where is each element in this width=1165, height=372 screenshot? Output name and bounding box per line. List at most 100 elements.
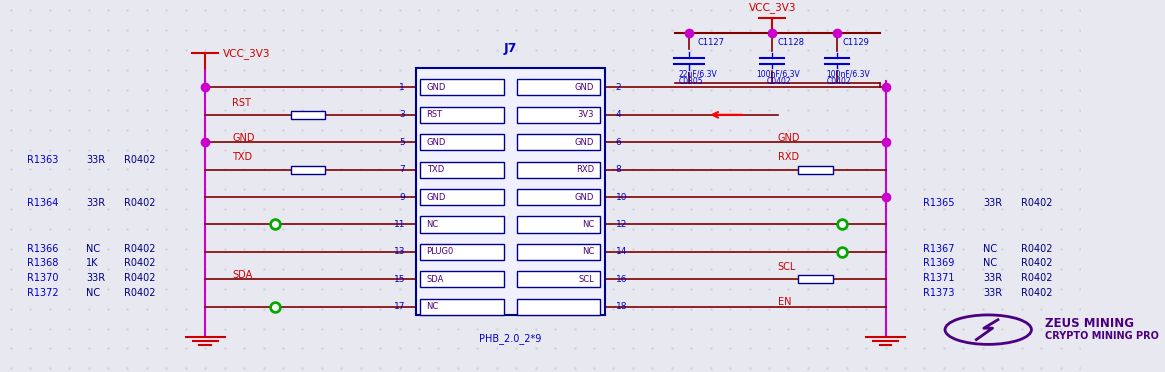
- Text: 16: 16: [615, 275, 627, 284]
- Text: R0402: R0402: [125, 155, 156, 165]
- Text: NC: NC: [983, 244, 997, 254]
- Text: R0402: R0402: [125, 288, 156, 298]
- Text: C0402: C0402: [767, 77, 791, 86]
- Text: NC: NC: [426, 220, 439, 229]
- Text: R1364: R1364: [27, 198, 58, 208]
- Text: R0402: R0402: [125, 273, 156, 283]
- Text: TXD: TXD: [232, 153, 253, 163]
- Text: RST: RST: [426, 110, 443, 119]
- Text: 33R: 33R: [86, 273, 106, 283]
- Text: 10: 10: [615, 193, 627, 202]
- Bar: [421, 271, 503, 288]
- Text: R0402: R0402: [125, 198, 156, 208]
- Text: 14: 14: [615, 247, 627, 256]
- Bar: [421, 244, 503, 260]
- Text: SCL: SCL: [578, 275, 594, 284]
- Text: R0402: R0402: [1021, 273, 1052, 283]
- Text: C1128: C1128: [777, 38, 805, 47]
- Text: R0402: R0402: [125, 244, 156, 254]
- Bar: [421, 107, 503, 123]
- Text: VCC_3V3: VCC_3V3: [748, 2, 796, 13]
- Text: R0402: R0402: [1021, 259, 1052, 268]
- Text: CRYPTO MINING PRO: CRYPTO MINING PRO: [1045, 331, 1159, 340]
- Text: R1372: R1372: [27, 288, 58, 298]
- Text: PHB_2.0_2*9: PHB_2.0_2*9: [479, 333, 542, 344]
- Text: R1370: R1370: [27, 273, 58, 283]
- Text: R0402: R0402: [1021, 244, 1052, 254]
- Text: 100nF/6.3V: 100nF/6.3V: [826, 69, 870, 78]
- Text: ZEUS MINING: ZEUS MINING: [1045, 317, 1135, 330]
- Text: 5: 5: [400, 138, 405, 147]
- Bar: [421, 299, 503, 315]
- Text: SDA: SDA: [232, 270, 253, 280]
- Text: 12: 12: [615, 220, 627, 229]
- Bar: [421, 134, 503, 150]
- Text: 4: 4: [615, 110, 621, 119]
- Bar: [517, 299, 600, 315]
- Text: C1129: C1129: [842, 38, 869, 47]
- Text: GND: GND: [232, 133, 255, 143]
- Text: R1371: R1371: [924, 273, 955, 283]
- Bar: [517, 161, 600, 178]
- Text: 33R: 33R: [983, 198, 1002, 208]
- Bar: [421, 79, 503, 96]
- Bar: [517, 271, 600, 288]
- Text: 33R: 33R: [983, 288, 1002, 298]
- Text: 1K: 1K: [86, 259, 99, 268]
- Text: 2: 2: [615, 83, 621, 92]
- Text: PLUG0: PLUG0: [426, 247, 454, 256]
- Text: NC: NC: [426, 302, 439, 311]
- Text: R1368: R1368: [27, 259, 58, 268]
- Bar: [517, 79, 600, 96]
- Text: R1369: R1369: [924, 259, 955, 268]
- Bar: [798, 275, 833, 283]
- Text: NC: NC: [581, 220, 594, 229]
- Text: GND: GND: [426, 138, 446, 147]
- Text: C0805: C0805: [678, 77, 702, 86]
- Text: R1363: R1363: [27, 155, 58, 165]
- Text: NC: NC: [983, 259, 997, 268]
- Text: GND: GND: [426, 193, 446, 202]
- Text: C0402: C0402: [826, 77, 850, 86]
- Bar: [517, 189, 600, 205]
- Text: R1367: R1367: [924, 244, 955, 254]
- Text: EN: EN: [777, 297, 791, 307]
- Text: 7: 7: [400, 165, 405, 174]
- Text: R0402: R0402: [1021, 198, 1052, 208]
- Text: 33R: 33R: [86, 198, 106, 208]
- Text: RST: RST: [232, 97, 252, 108]
- Text: 33R: 33R: [86, 155, 106, 165]
- Text: 100nF/6.3V: 100nF/6.3V: [756, 69, 799, 78]
- Text: R1373: R1373: [924, 288, 955, 298]
- Bar: [517, 217, 600, 232]
- Text: 15: 15: [394, 275, 405, 284]
- Bar: [517, 107, 600, 123]
- Text: R1366: R1366: [27, 244, 58, 254]
- Text: GND: GND: [574, 138, 594, 147]
- Text: R0402: R0402: [1021, 288, 1052, 298]
- Bar: [290, 166, 325, 174]
- Text: RXD: RXD: [576, 165, 594, 174]
- Text: 1: 1: [400, 83, 405, 92]
- Text: 22uF/6.3V: 22uF/6.3V: [678, 69, 716, 78]
- Text: RXD: RXD: [777, 153, 799, 163]
- Text: R0402: R0402: [125, 259, 156, 268]
- Text: NC: NC: [86, 288, 100, 298]
- Bar: [416, 68, 605, 315]
- Text: NC: NC: [86, 244, 100, 254]
- Bar: [517, 244, 600, 260]
- Text: VCC_3V3: VCC_3V3: [223, 48, 270, 59]
- Text: 17: 17: [394, 302, 405, 311]
- Bar: [421, 161, 503, 178]
- Text: GND: GND: [574, 83, 594, 92]
- Text: NC: NC: [581, 247, 594, 256]
- Text: R1365: R1365: [924, 198, 955, 208]
- Text: 11: 11: [394, 220, 405, 229]
- Bar: [798, 166, 833, 174]
- Text: 3V3: 3V3: [578, 110, 594, 119]
- Text: GND: GND: [777, 133, 800, 143]
- Text: 9: 9: [400, 193, 405, 202]
- Bar: [290, 111, 325, 119]
- Text: SCL: SCL: [777, 262, 796, 272]
- Text: 13: 13: [394, 247, 405, 256]
